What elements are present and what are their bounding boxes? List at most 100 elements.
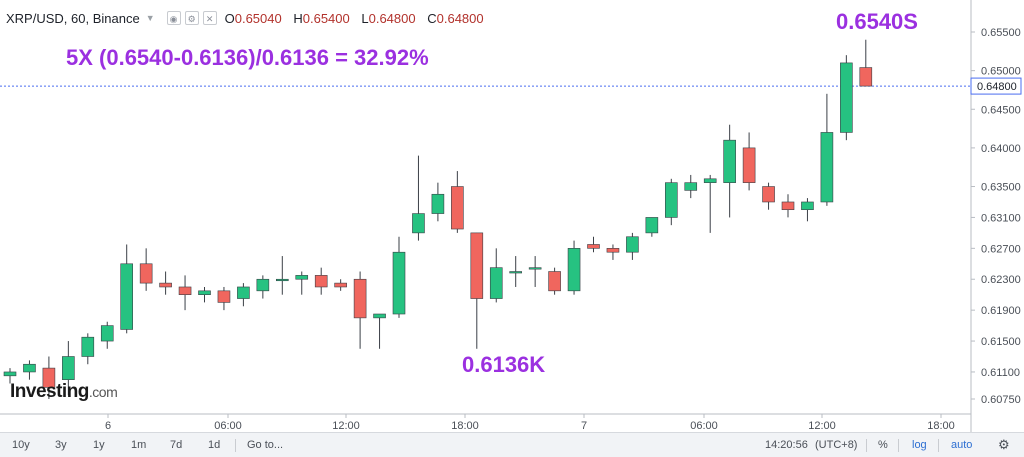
candle[interactable] [587,236,600,253]
candle[interactable] [295,271,309,295]
candle-body [159,282,172,288]
x-tick-label: 06:00 [214,420,242,432]
candle[interactable] [392,236,406,318]
candle-body [723,139,736,183]
clock-time: 14:20:56 [765,439,808,451]
candle-body [509,271,523,274]
candle[interactable] [139,248,153,291]
log-toggle[interactable]: log [912,439,927,451]
divider [235,439,236,452]
candle-body [528,267,542,270]
timezone-button[interactable]: (UTC+8) [815,439,858,451]
range-1d[interactable]: 1d [208,439,221,451]
bottom-toolbar: 10y 3y 1y 1m 7d 1d Go to... 14:20:56 (UT… [0,432,1024,457]
annotation-low: 0.6136K [462,352,546,377]
candle[interactable] [178,275,192,311]
candle[interactable] [42,356,56,399]
candle[interactable] [470,232,484,349]
candle-body [412,213,425,234]
range-1m[interactable]: 1m [131,439,147,451]
candle[interactable] [120,244,133,334]
range-10y[interactable]: 10y [12,439,30,451]
y-tick-label: 0.65000 [981,66,1021,78]
candle[interactable] [723,124,736,218]
close-icon[interactable]: ✕ [202,11,217,25]
range-3y[interactable]: 3y [55,439,67,451]
candle[interactable] [606,244,620,260]
legend-close-value: 0.64800 [436,10,484,26]
candle[interactable] [3,368,17,384]
candle[interactable] [334,279,347,291]
candle-body [62,356,75,380]
candlestick-chart[interactable]: 0.65500 0.65000 0.64500 0.64000 0.63500 0.631… [0,0,1024,432]
candle[interactable] [684,174,698,199]
candle[interactable] [198,286,211,303]
candle-body [703,178,717,183]
candle[interactable] [528,256,542,287]
candle-body [431,193,445,214]
candle-body [664,182,678,218]
candle[interactable] [840,55,853,141]
chevron-down-icon[interactable]: ▼ [145,13,155,23]
candle[interactable] [548,267,561,295]
candle[interactable] [451,171,464,233]
y-tick-label: 0.61500 [981,336,1021,348]
candle[interactable] [81,333,95,365]
candle[interactable] [820,93,834,206]
auto-toggle[interactable]: auto [951,439,973,451]
goto-button[interactable]: Go to... [247,439,284,451]
candle[interactable] [412,155,425,241]
candle[interactable] [159,271,172,295]
percent-toggle[interactable]: % [878,439,888,451]
current-price-label: 0.64800 [977,81,1017,93]
candle-body [762,186,775,203]
candle-body [275,278,289,282]
candle[interactable] [353,271,367,349]
candle[interactable] [217,286,231,311]
candle-body [451,186,464,230]
candle[interactable] [431,182,445,222]
candle-body [334,282,347,288]
y-tick-label: 0.62300 [981,274,1021,286]
candle[interactable] [314,267,328,295]
legend-low-value: 0.64800 [368,10,416,26]
candle-body [81,336,95,357]
candle[interactable] [645,217,659,237]
candle-body [256,278,270,292]
candle-body [237,286,250,299]
candle[interactable] [781,194,795,218]
candle-body [820,132,834,203]
range-7d[interactable]: 7d [170,439,183,451]
candle[interactable] [100,321,114,349]
candle-body [742,147,756,183]
candle-body [23,363,36,373]
range-1y[interactable]: 1y [93,439,105,451]
candle[interactable] [23,360,36,380]
candle[interactable] [703,174,717,233]
candle-body [567,248,581,292]
candle[interactable] [489,248,503,303]
y-tick-label: 0.62700 [981,243,1021,255]
x-tick-label: 06:00 [690,420,718,432]
candle-body [178,286,192,295]
candle[interactable] [256,275,270,299]
candle[interactable] [373,313,386,349]
settings-icon[interactable]: ⚙ [184,11,199,25]
candle[interactable] [742,132,756,191]
candle-body [139,263,153,284]
x-tick-label: 7 [581,420,587,432]
candle[interactable] [626,232,639,260]
y-tick-label: 0.64000 [981,143,1021,155]
candle[interactable] [62,341,75,396]
settings-gear-icon[interactable]: ⚙ [998,437,1010,452]
candle[interactable] [567,240,581,295]
candle[interactable] [859,39,873,87]
candle[interactable] [509,256,523,287]
candle[interactable] [237,283,250,307]
candle[interactable] [275,256,289,295]
eye-icon[interactable]: ◉ [166,11,181,25]
candle[interactable] [762,182,775,210]
legend-symbol[interactable]: XRP/USD, 60, Binance [6,10,140,26]
candle[interactable] [801,198,814,222]
candle[interactable] [664,178,678,226]
